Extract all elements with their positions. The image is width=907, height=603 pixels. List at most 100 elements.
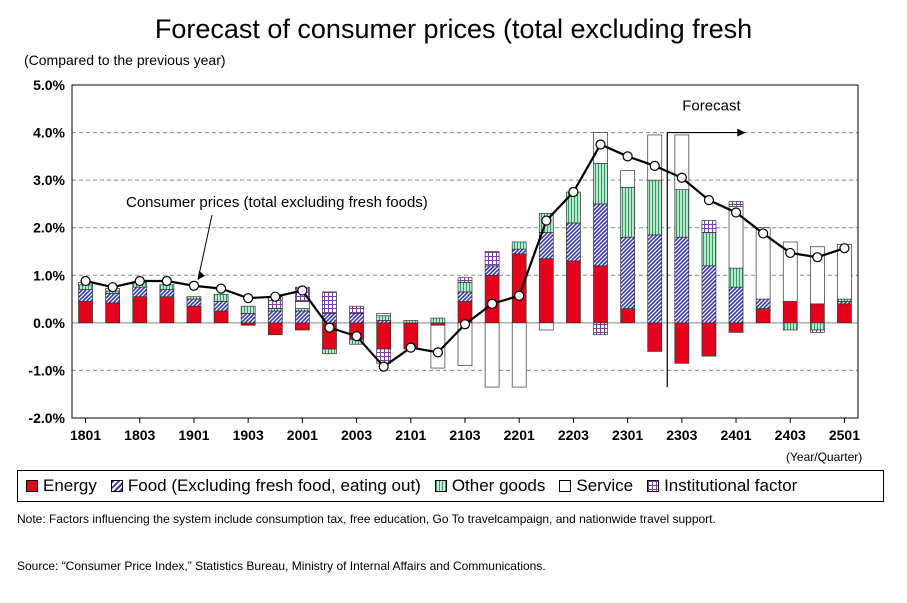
bar-segment-food xyxy=(295,310,310,324)
bar-segment-institutional xyxy=(349,305,364,314)
bar-segment-service xyxy=(376,312,392,317)
cpi-point xyxy=(161,275,172,287)
legend-swatch-food xyxy=(110,480,123,492)
x-tick-label: 2401 xyxy=(720,427,751,443)
bar-segment-food xyxy=(213,301,229,312)
bar-segment-food xyxy=(484,265,500,276)
bar-segment-other-goods xyxy=(674,189,690,238)
bar-segment-service xyxy=(538,322,554,331)
bar-segment-food xyxy=(511,248,527,255)
bar-segment-energy xyxy=(674,322,690,364)
y-axis-unit-label: (Compared to the previous year) xyxy=(24,52,226,68)
bar-segment-other-goods xyxy=(511,241,527,250)
bar-segment-energy xyxy=(837,303,852,324)
cpi-point xyxy=(188,280,200,291)
y-tick-label: 2.0% xyxy=(33,220,65,236)
forecast-label: Forecast xyxy=(682,98,741,115)
cpi-point xyxy=(541,215,552,226)
cpi-point xyxy=(324,322,335,333)
bar-segment-other-goods xyxy=(593,163,608,205)
x-tick-label: 1903 xyxy=(233,427,264,443)
bar-segment-other-goods xyxy=(620,186,635,238)
bar-segment-institutional xyxy=(728,201,744,207)
chart-plot: -2.0% -1.0% 0.0% 1.0% 2.0% 3.0% 4.0% 5.0% Foreca… xyxy=(28,77,860,443)
cpi-point xyxy=(785,247,796,259)
bar-segment-energy xyxy=(105,302,121,324)
bar-segment-other-goods xyxy=(457,282,473,293)
legend-item-food: Food (Excluding fresh food, eating out) xyxy=(110,476,421,496)
chart-title: Forecast of consumer prices (total exclu… xyxy=(154,14,753,44)
bar-segment-institutional xyxy=(701,220,717,233)
bar-segment-food xyxy=(240,312,256,324)
chart-source: Source: “Consumer Price Index,” Statisti… xyxy=(17,559,546,573)
bar-segment-energy xyxy=(647,322,663,352)
x-axis-unit-label: (Year/Quarter) xyxy=(786,450,863,464)
bar-segment-energy xyxy=(755,308,771,324)
cpi-point xyxy=(107,282,118,293)
bar-segment-energy xyxy=(267,322,283,336)
cpi-point xyxy=(378,361,389,372)
cpi-point xyxy=(270,291,281,302)
cpi-point xyxy=(297,285,308,296)
cpi-point xyxy=(839,243,850,254)
x-tick-label: 2301 xyxy=(612,427,643,443)
bar-segment-other-goods xyxy=(430,317,446,324)
bar-segment-food xyxy=(78,289,93,302)
cpi-point xyxy=(351,331,362,342)
legend-item-service: Service xyxy=(559,476,633,496)
y-tick-label: 5.0% xyxy=(33,77,65,93)
x-tick-label: 2001 xyxy=(287,427,318,443)
bar-segment-food xyxy=(755,298,771,309)
cpi-point xyxy=(459,319,471,330)
bar-segment-energy xyxy=(782,301,798,324)
legend-swatch-service xyxy=(559,480,572,492)
bar-segment-service xyxy=(647,134,663,181)
bar-segment-food xyxy=(159,289,175,298)
y-tick-label: 0.0% xyxy=(33,315,65,331)
legend-label-energy: Energy xyxy=(43,476,97,495)
bar-segment-food xyxy=(457,291,473,302)
cpi-point xyxy=(487,298,498,309)
legend-item-energy: Energy xyxy=(26,476,97,496)
legend-item-institutional: Institutional factor xyxy=(647,476,797,496)
cpi-point xyxy=(80,275,91,287)
bar-segment-food xyxy=(105,293,121,304)
y-tick-label: -2.0% xyxy=(28,410,65,426)
x-tick-label: 2203 xyxy=(558,427,589,443)
legend-swatch-institutional xyxy=(647,480,660,492)
cpi-point xyxy=(649,160,660,171)
bar-segment-energy xyxy=(430,322,446,326)
cpi-point xyxy=(215,283,227,294)
bar-segment-other-goods xyxy=(213,293,229,302)
bar-segment-energy xyxy=(809,303,825,324)
legend-label-other-goods: Other goods xyxy=(451,476,546,495)
bar-segment-other-goods xyxy=(728,267,744,288)
bar-segment-institutional xyxy=(593,322,608,336)
bar-segment-energy xyxy=(295,322,310,331)
bar-segment-institutional xyxy=(484,251,500,267)
bar-segment-food xyxy=(132,286,148,298)
cpi-line-annotation: Consumer prices (total excluding fresh f… xyxy=(126,194,428,211)
cpi-point xyxy=(595,139,606,150)
x-tick-label: 2403 xyxy=(775,427,806,443)
bar-segment-energy xyxy=(376,322,392,350)
bar-segment-energy xyxy=(78,301,93,324)
bar-segment-food xyxy=(837,301,852,305)
x-tick-label: 2103 xyxy=(449,427,480,443)
legend-swatch-energy xyxy=(26,480,38,492)
cpi-point xyxy=(703,195,715,206)
bar-segment-food xyxy=(593,203,608,267)
bar-segment-food xyxy=(349,312,364,324)
bar-segment-food xyxy=(376,320,392,324)
bar-segment-institutional xyxy=(457,277,473,283)
bar-segment-energy xyxy=(701,322,717,357)
bar-segment-energy xyxy=(511,253,527,324)
bar-segment-food xyxy=(701,265,717,324)
cpi-point xyxy=(812,252,823,263)
bar-segment-food xyxy=(728,286,744,324)
cpi-point xyxy=(432,347,443,358)
bar-segment-energy xyxy=(566,260,581,324)
bar-segment-other-goods xyxy=(782,322,798,331)
annotation-arrow-line xyxy=(197,214,213,280)
legend-item-other-goods: Other goods xyxy=(434,476,546,496)
